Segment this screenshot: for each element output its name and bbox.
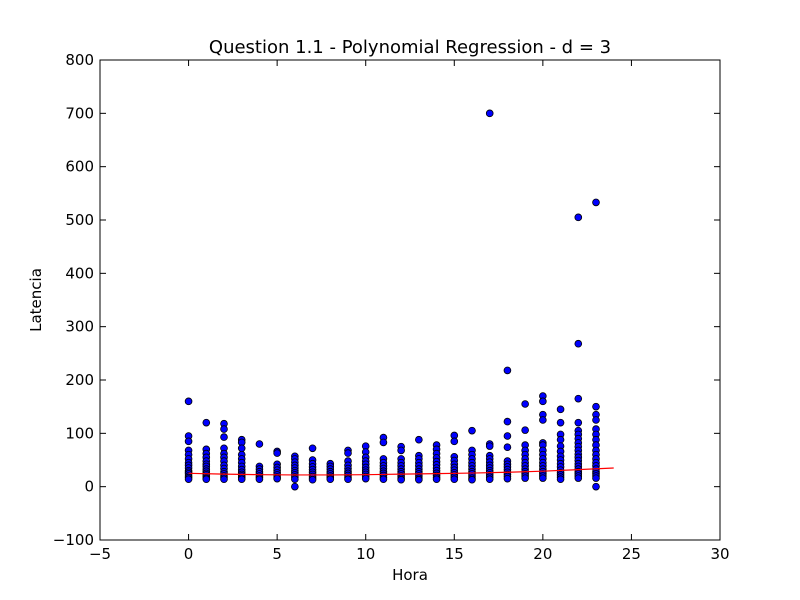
- y-tick-label: 600: [65, 158, 94, 176]
- data-point: [592, 198, 600, 207]
- data-point: [291, 482, 299, 491]
- data-point: [344, 449, 352, 457]
- y-tick-label: 200: [65, 371, 94, 389]
- scatter-points: [184, 109, 600, 491]
- y-tick-label: 100: [65, 424, 94, 442]
- data-point: [503, 432, 512, 440]
- x-tick-label: 0: [184, 545, 194, 563]
- data-point: [485, 475, 494, 484]
- data-point: [574, 474, 583, 482]
- data-point: [397, 475, 405, 484]
- data-point: [308, 444, 317, 453]
- data-point: [415, 475, 423, 484]
- y-axis-label: Latencia: [27, 268, 45, 332]
- data-point: [503, 366, 512, 375]
- data-point: [468, 475, 476, 484]
- data-point: [450, 437, 459, 446]
- data-point: [539, 397, 547, 406]
- data-point: [184, 397, 193, 406]
- data-point: [592, 482, 600, 491]
- data-point: [592, 474, 600, 482]
- data-point: [397, 446, 405, 455]
- data-point: [273, 474, 281, 483]
- data-point: [255, 440, 264, 448]
- data-point: [308, 475, 317, 484]
- data-point: [574, 339, 583, 348]
- axis-ticks: −5 0 5 10 15 20 25 30 −100 0 100 200 300 400 500 600 700…: [53, 51, 730, 563]
- data-point: [468, 426, 476, 435]
- x-tick-label: 25: [622, 545, 641, 563]
- data-point: [326, 475, 335, 484]
- data-point: [592, 416, 600, 424]
- data-point: [521, 400, 529, 408]
- data-point: [450, 475, 459, 484]
- fit-line: [188, 467, 614, 476]
- x-tick-label: 20: [533, 545, 552, 563]
- data-point: [556, 418, 565, 427]
- data-point: [539, 474, 547, 482]
- data-point: [379, 475, 388, 484]
- data-point: [415, 435, 423, 444]
- x-tick-label: 30: [710, 545, 729, 563]
- data-point: [237, 475, 246, 484]
- data-point: [539, 416, 547, 424]
- data-point: [184, 437, 193, 446]
- data-point: [432, 475, 441, 484]
- y-tick-label: 700: [65, 104, 94, 122]
- data-point: [574, 418, 583, 427]
- data-point: [521, 474, 529, 482]
- data-point: [202, 418, 211, 427]
- data-point: [202, 475, 211, 484]
- plot-frame: [99, 59, 721, 541]
- data-point: [503, 417, 512, 426]
- y-tick-label: 800: [65, 51, 94, 69]
- x-tick-label: 15: [445, 545, 464, 563]
- chart-title: Question 1.1 - Polynomial Regression - d…: [209, 37, 611, 58]
- data-point: [184, 475, 193, 484]
- data-point: [220, 433, 228, 441]
- data-point: [556, 405, 565, 414]
- data-point: [521, 426, 529, 434]
- y-tick-label: 500: [65, 211, 94, 229]
- data-point: [291, 475, 299, 484]
- data-point: [344, 475, 352, 484]
- data-point: [485, 442, 494, 450]
- data-point: [237, 444, 246, 453]
- data-point: [574, 213, 583, 222]
- data-point: [556, 475, 565, 484]
- x-axis-label: Hora: [392, 566, 428, 584]
- x-tick-label: 10: [356, 545, 375, 563]
- data-point: [220, 475, 228, 484]
- x-tick-label: −5: [89, 545, 111, 563]
- data-point: [220, 425, 228, 433]
- fit-line-group: [188, 467, 614, 476]
- data-point: [503, 474, 512, 483]
- data-point: [485, 109, 494, 118]
- data-point: [273, 449, 281, 457]
- y-tick-label: −100: [53, 531, 94, 549]
- data-point: [255, 475, 264, 484]
- data-point: [361, 474, 370, 483]
- x-tick-label: 5: [272, 545, 282, 563]
- data-point: [379, 438, 388, 447]
- data-point: [574, 394, 583, 403]
- y-tick-label: 300: [65, 318, 94, 336]
- y-tick-label: 400: [65, 264, 94, 282]
- data-point: [556, 435, 565, 444]
- data-point: [592, 402, 600, 411]
- data-point: [503, 443, 512, 452]
- y-tick-label: 0: [84, 478, 94, 496]
